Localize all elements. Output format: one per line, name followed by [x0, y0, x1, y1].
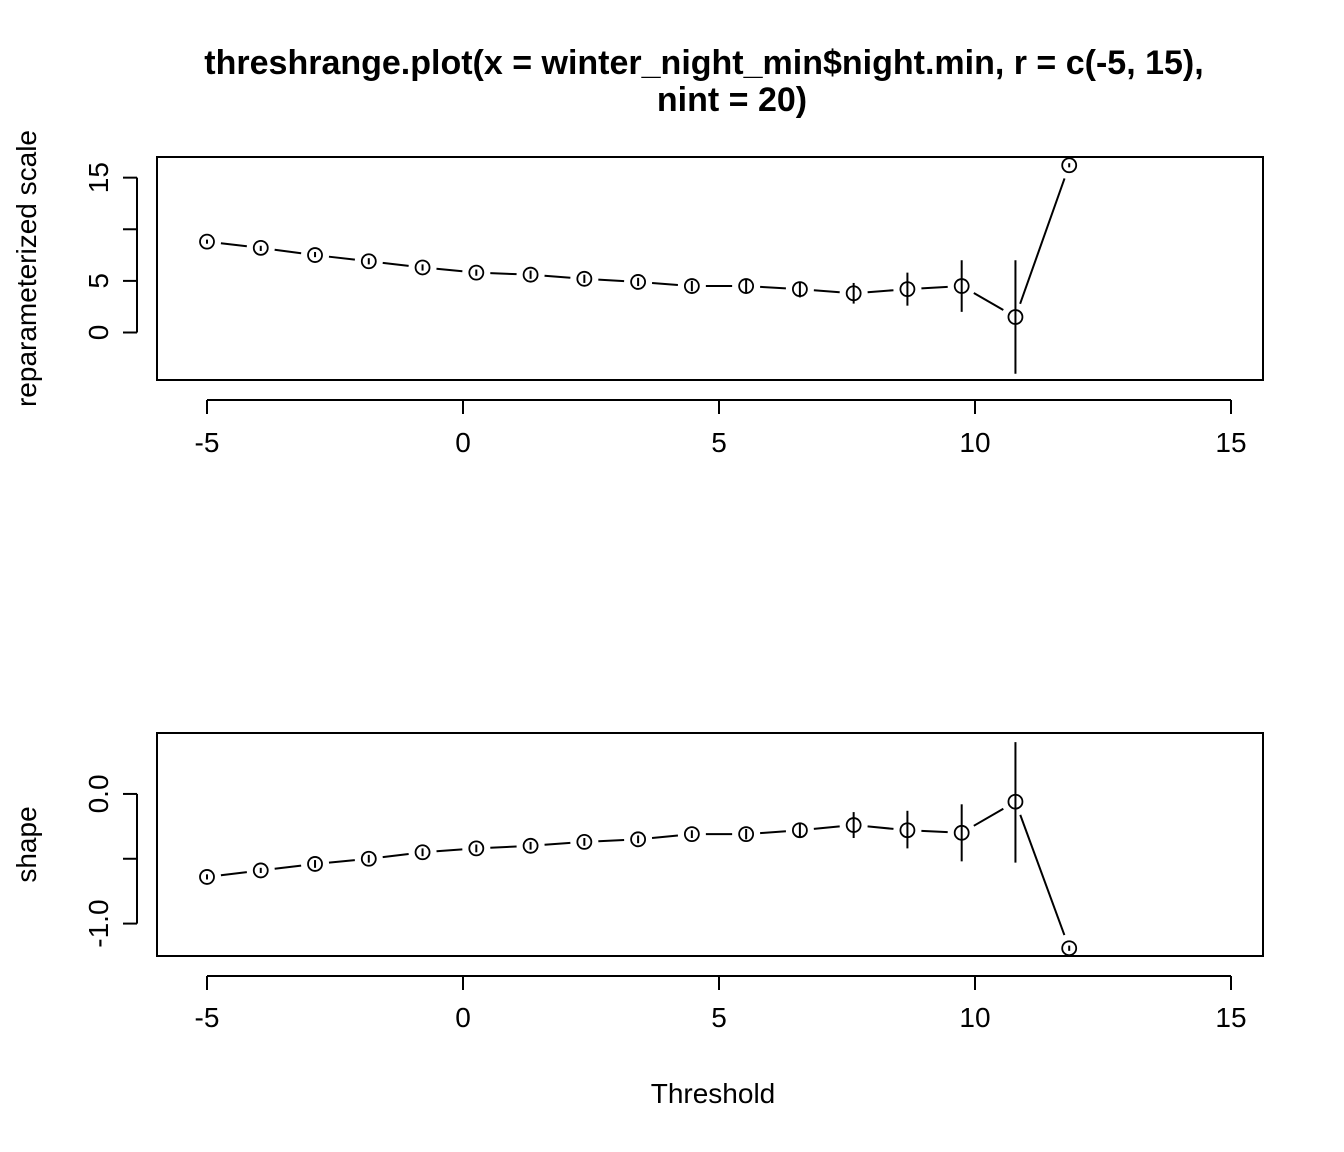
series-segment — [382, 852, 409, 859]
data-point — [199, 233, 215, 250]
data-point — [576, 834, 593, 850]
data-point — [414, 259, 431, 276]
series-segment — [436, 848, 463, 853]
series-segment — [598, 278, 625, 283]
series-segment — [921, 829, 948, 834]
x-tick-label: 0 — [455, 427, 471, 458]
series-segment — [651, 281, 678, 286]
y-axis-label: reparameterized scale — [11, 130, 42, 407]
x-tick-label: 5 — [711, 1002, 727, 1033]
series-segment — [544, 841, 571, 846]
data-point — [1007, 793, 1024, 810]
data-point — [1061, 157, 1078, 174]
data-point — [576, 270, 593, 287]
series-segment — [867, 825, 894, 830]
data-point — [738, 278, 755, 294]
data-point — [468, 264, 485, 281]
data-point — [1061, 940, 1078, 957]
series-segment — [490, 845, 517, 849]
data-point — [630, 274, 647, 290]
data-point — [307, 856, 323, 872]
data-point — [360, 850, 377, 867]
data-point — [1007, 309, 1024, 325]
data-point — [845, 817, 862, 833]
series-segment — [328, 255, 355, 261]
plot-frame — [156, 732, 1264, 957]
data-point — [683, 278, 700, 294]
series-segment — [760, 285, 786, 290]
data-point — [252, 239, 269, 256]
x-tick-label: -5 — [195, 1002, 220, 1033]
series-segment — [813, 289, 840, 294]
series-segment — [867, 289, 894, 294]
x-tick-label: 15 — [1215, 1002, 1246, 1033]
data-point — [899, 822, 916, 839]
data-point — [791, 281, 808, 298]
series-segment — [274, 864, 302, 870]
data-point — [683, 826, 700, 843]
data-point — [953, 824, 970, 841]
data-point — [199, 869, 215, 885]
y-tick-label: 0.0 — [83, 774, 114, 813]
series-segment — [1019, 178, 1066, 305]
y-tick-label: 15 — [83, 162, 114, 193]
data-point — [522, 266, 539, 283]
y-tick-label: 0 — [83, 325, 114, 341]
data-point — [307, 247, 323, 263]
data-point — [630, 831, 647, 848]
data-point — [845, 285, 862, 302]
series-segment — [598, 838, 625, 843]
data-point — [522, 837, 539, 854]
series-segment — [382, 261, 409, 267]
x-tick-label: 0 — [455, 1002, 471, 1033]
series-segment — [1019, 814, 1066, 936]
panel-shape: -5 0 5 10 15 -1.0 0.0 shape Threshold — [11, 732, 1264, 1109]
panel-scale: -5 0 5 10 15 0 5 15 reparameterized scale — [11, 130, 1264, 458]
y-tick-label: 5 — [83, 273, 114, 289]
series-segment — [274, 248, 302, 255]
chart-title-line1: threshrange.plot(x = winter_night_min$ni… — [204, 44, 1203, 82]
x-tick-label: 15 — [1215, 427, 1246, 458]
series-segment — [220, 242, 247, 248]
series-segment — [973, 292, 1004, 311]
series-segment — [921, 285, 948, 290]
data-point — [738, 826, 755, 843]
x-axis-label: Threshold — [651, 1078, 776, 1109]
series-segment — [436, 267, 463, 273]
series-segment — [651, 834, 679, 839]
data-point — [414, 844, 431, 861]
series-segment — [813, 825, 840, 830]
x-tick-label: 5 — [711, 427, 727, 458]
series-segment — [220, 871, 247, 877]
x-tick-label: 10 — [959, 427, 990, 458]
series-segment — [760, 830, 787, 835]
data-point — [468, 840, 485, 857]
series-segment — [490, 272, 517, 276]
series-segment — [328, 859, 355, 864]
series-segment — [973, 807, 1004, 827]
data-point — [899, 281, 916, 298]
series-segment — [544, 274, 571, 279]
data-point — [953, 278, 970, 294]
plot-frame — [156, 156, 1264, 381]
data-point — [360, 253, 377, 270]
chart-title-line2: nint = 20) — [657, 81, 807, 119]
x-tick-label: -5 — [195, 427, 220, 458]
x-tick-label: 10 — [959, 1002, 990, 1033]
data-point — [791, 822, 808, 839]
data-point — [252, 862, 269, 879]
y-tick-label: -1.0 — [83, 899, 114, 947]
y-axis-label: shape — [11, 806, 42, 882]
